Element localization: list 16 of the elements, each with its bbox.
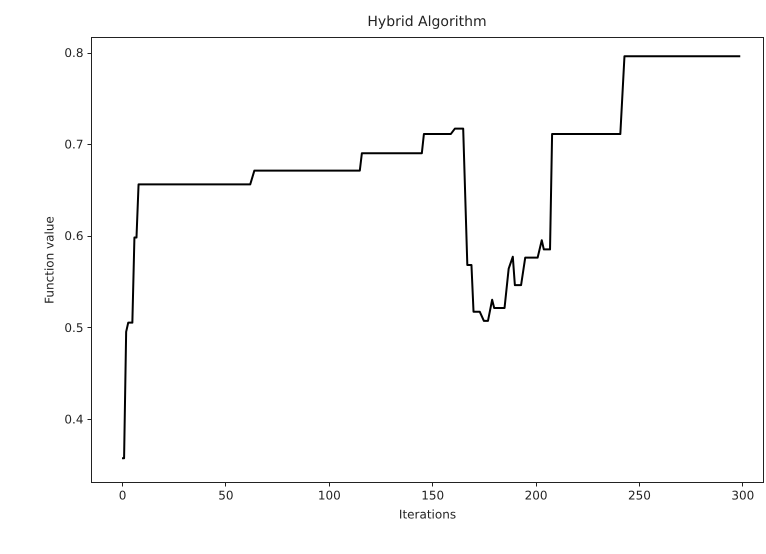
x-axis-title: Iterations [398, 508, 456, 522]
chart-title: Hybrid Algorithm [367, 14, 487, 30]
y-tick-label: 0.4 [64, 412, 84, 426]
y-tick-label: 0.8 [64, 46, 84, 60]
line-series [121, 55, 742, 460]
x-tick-label: 200 [524, 488, 548, 502]
x-tick-label: 50 [218, 488, 234, 502]
x-tick-label: 250 [628, 488, 651, 502]
x-tick-label: 150 [421, 488, 444, 502]
y-tick-label: 0.5 [64, 320, 84, 335]
y-axis-title: Function value [42, 216, 56, 304]
y-tick-label: 0.6 [64, 229, 84, 244]
x-tick-label: 300 [731, 488, 754, 502]
x-tick-label: 0 [118, 488, 126, 502]
y-tick-label: 0.7 [64, 138, 84, 152]
x-tick-label: 100 [318, 488, 341, 502]
